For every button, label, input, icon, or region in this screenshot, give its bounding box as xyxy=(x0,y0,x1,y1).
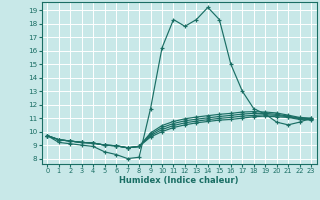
X-axis label: Humidex (Indice chaleur): Humidex (Indice chaleur) xyxy=(119,176,239,185)
